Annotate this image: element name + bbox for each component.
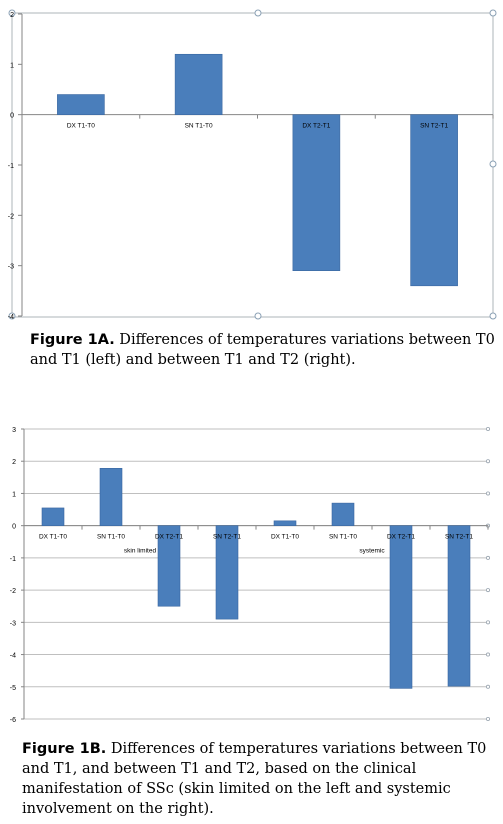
y-tick-label: 2	[12, 459, 16, 466]
bar-2	[292, 114, 341, 272]
figure-1a-caption: Figure 1A. Differences of temperatures v…	[30, 330, 500, 370]
figure-1a-text: Differences of temperatures variations b…	[30, 332, 495, 368]
selection-handle	[8, 9, 16, 17]
chart-1b-svg: 3 2 1 0 -1 -2 -3 -4 -5 -6 DX T1-T0 SN T1-T0 DX T2-T1…	[10, 427, 490, 724]
bar-1	[174, 53, 223, 115]
selection-handle	[489, 9, 497, 17]
figure-1a-label: Figure 1A.	[30, 332, 115, 348]
bar-6	[389, 525, 413, 689]
y-tick-label: 2	[10, 12, 14, 19]
gridline-end-marker	[485, 427, 490, 432]
y-tick-label: -1	[10, 556, 16, 563]
x-category-label: SN T2-T1	[445, 534, 473, 541]
bar-3	[410, 114, 458, 287]
x-category-label: SN T1-T0	[329, 534, 357, 541]
selection-handle	[254, 9, 262, 17]
x-category-label: SN T1-T0	[185, 123, 213, 130]
y-tick-label: -3	[8, 264, 14, 271]
y-tick-label: -1	[8, 163, 14, 170]
y-tick-label: 0	[10, 113, 14, 120]
y-tick-label: -4	[8, 314, 14, 321]
chart-1b: 3 2 1 0 -1 -2 -3 -4 -5 -6 DX T1-T0 SN T1-T0 DX T2-T1…	[0, 420, 503, 730]
x-group-label-1: systemic	[359, 548, 385, 555]
gridline-end-marker	[485, 652, 490, 657]
x-category-label: DX T1-T0	[67, 123, 95, 130]
y-tick-label: 3	[12, 427, 16, 434]
y-tick-label: -2	[8, 213, 14, 220]
y-tick-label: -5	[10, 685, 16, 692]
x-category-label: DX T2-T1	[302, 123, 330, 130]
bar-1	[99, 468, 123, 526]
x-category-label: SN T1-T0	[97, 534, 125, 541]
y-tick-label: -2	[10, 588, 16, 595]
y-tick-label: 0	[12, 524, 16, 531]
x-category-label: SN T2-T1	[420, 123, 448, 130]
y-tick-label: -4	[10, 653, 16, 660]
gridline-end-marker	[485, 459, 490, 464]
y-tick-label: 1	[12, 491, 16, 498]
chart-1a: 2 1 0 -1 -2 -3 -4 DX T1-T0 SN T1-T0 DX T2-T1 SN T2…	[0, 0, 503, 326]
gridline-end-marker	[485, 684, 490, 689]
y-tick-label: -3	[10, 620, 16, 627]
bar-4	[273, 520, 297, 526]
gridline-end-marker	[485, 620, 490, 625]
bar-7	[447, 525, 471, 687]
x-category-label: SN T2-T1	[213, 534, 241, 541]
x-category-label: DX T1-T0	[271, 534, 299, 541]
gridline-end-marker	[485, 555, 490, 560]
bar-5	[331, 502, 355, 526]
x-category-label: DX T2-T1	[155, 534, 183, 541]
bar-0	[41, 507, 65, 526]
bar-2	[157, 525, 181, 607]
y-tick-label: -6	[10, 717, 16, 724]
selection-handle	[8, 312, 16, 320]
selection-handle	[489, 160, 497, 168]
y-tick-label: 1	[10, 62, 14, 69]
figure-1b-text: Differences of temperatures variations b…	[22, 741, 487, 817]
gridline-end-marker	[485, 588, 490, 593]
gridline-end-marker	[485, 716, 490, 721]
x-group-label-0: skin limited	[124, 548, 157, 555]
selection-handle	[254, 312, 262, 320]
figure-1b-label: Figure 1B.	[22, 741, 107, 757]
chart-1a-svg: 2 1 0 -1 -2 -3 -4 DX T1-T0 SN T1-T0 DX T2-T1 SN T2…	[8, 9, 497, 321]
x-category-label: DX T2-T1	[387, 534, 415, 541]
selection-handle	[489, 312, 497, 320]
bar-0	[57, 94, 105, 115]
gridline-end-marker	[485, 491, 490, 496]
x-category-label: DX T1-T0	[39, 534, 67, 541]
figure-1b-caption: Figure 1B. Differences of temperatures v…	[22, 739, 500, 819]
bar-3	[215, 525, 239, 620]
